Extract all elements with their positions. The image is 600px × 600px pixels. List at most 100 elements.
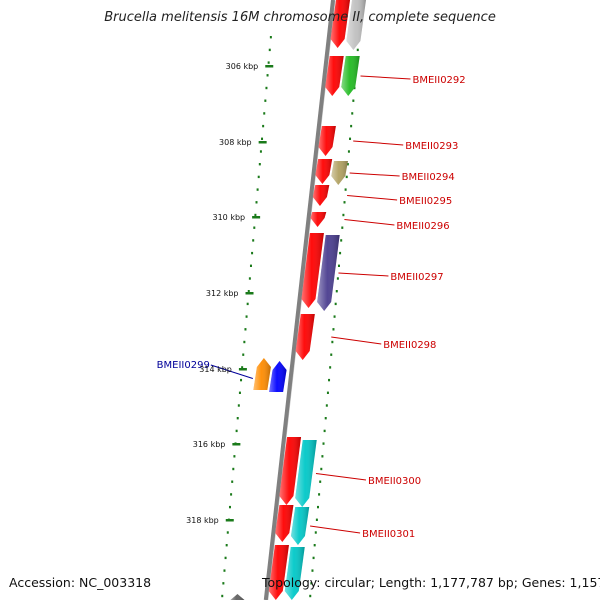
track-dot [265,86,268,90]
track-dot [266,74,269,77]
track-dot [345,175,348,179]
track-dot [311,569,314,572]
label-connector [331,336,382,345]
gene-arrow-shading [269,361,287,392]
tick-label: 306 kbp [226,62,259,71]
track-dot [331,340,334,344]
tick-label: 316 kbp [193,440,226,449]
kbp-ticks: 306 kbp 308 kbp 310 kbp 312 kbp 314 kbp 316 k… [186,62,274,525]
track-dot [222,582,225,585]
track-dot [339,251,342,255]
track-dot [326,391,329,394]
gene-arrow-shading [331,161,348,185]
gene-arrow-shading [346,0,366,50]
track-dot [347,150,350,153]
track-dot [235,429,238,433]
gene-arrow-shading [295,440,317,507]
label-connector [344,219,395,226]
gene-feature [279,437,302,505]
gene-feature [331,161,348,185]
track-dot [264,99,267,102]
track-dotted-lines [221,36,360,598]
track-dot [261,137,264,140]
gene-feature [269,361,287,392]
track-dot [352,99,355,102]
accession-text: Accession: NC_003318 [9,575,152,590]
track-dot [350,124,353,128]
tick-mark [245,292,254,295]
gene-label: BMEII0296 [396,221,449,232]
gene-feature [268,545,289,600]
track-dot [336,277,339,280]
track-dot [330,353,333,356]
gene-arrow-shading [318,126,336,156]
tick-label: 318 kbp [186,516,219,525]
track-dot [267,61,270,64]
track-dot [233,455,236,458]
track-dot [344,188,347,191]
track-dot [346,163,349,166]
track-dot [337,264,340,267]
track-dot [253,226,256,229]
track-dot [340,239,343,242]
track-dot [254,213,257,217]
track-dot [232,467,235,471]
gene-feature [284,547,305,600]
gene-arrow-shading [315,159,333,184]
track-dot [255,201,258,204]
track-dot [342,213,345,217]
track-dot [248,277,251,280]
gene-feature [312,185,330,206]
track-dot [258,163,261,166]
track-dot [243,340,246,344]
map-title: Brucella melitensis 16M chromosome II, c… [104,10,496,25]
track-dot [247,290,250,293]
gene-arrow-shading [310,212,327,227]
track-dot [224,556,227,560]
label-connector [315,473,367,481]
track-dot [244,328,247,331]
track-dot [221,594,224,598]
label-connector [210,364,253,379]
track-dot [312,556,315,560]
gene-label: BMEII0292 [412,75,465,86]
tick-label: 310 kbp [213,213,246,222]
gene-feature [275,505,294,542]
tick-mark [258,141,267,144]
gene-arrow-shading [229,594,245,600]
track-dot [310,582,313,585]
gene-feature [310,212,327,227]
track-dot [332,328,335,331]
track-dot [251,251,254,255]
gene-feature [295,440,317,507]
gene-labels: BMEII0292 BMEII0293 BMEII0294 BMEII0295 BMEI… [157,75,466,540]
gene-feature [318,126,336,156]
gene-arrow-shading [317,235,340,311]
track-dot [226,531,229,534]
track-dot [262,124,265,128]
track-dot [341,226,344,229]
gene-arrow-shading [301,233,324,308]
track-dot [315,518,318,521]
tick-mark [238,368,247,371]
gene-label: BMEII0294 [402,172,455,183]
gene-arrow-shading [253,358,271,390]
track-dot [321,455,324,458]
track-dot [259,150,262,153]
track-dot [240,378,243,382]
track-dot [257,175,260,179]
gene-feature [330,0,350,48]
track-dot [349,137,352,140]
track-dot [343,201,346,204]
label-connector [360,75,411,80]
label-connector [310,525,361,534]
track-dot [322,442,325,445]
label-connector [338,272,389,277]
track-dot [269,36,272,39]
track-dot [249,264,252,267]
track-dot [242,353,245,356]
gene-feature [315,159,333,184]
track-dot [335,290,338,293]
track-dot [238,391,241,394]
